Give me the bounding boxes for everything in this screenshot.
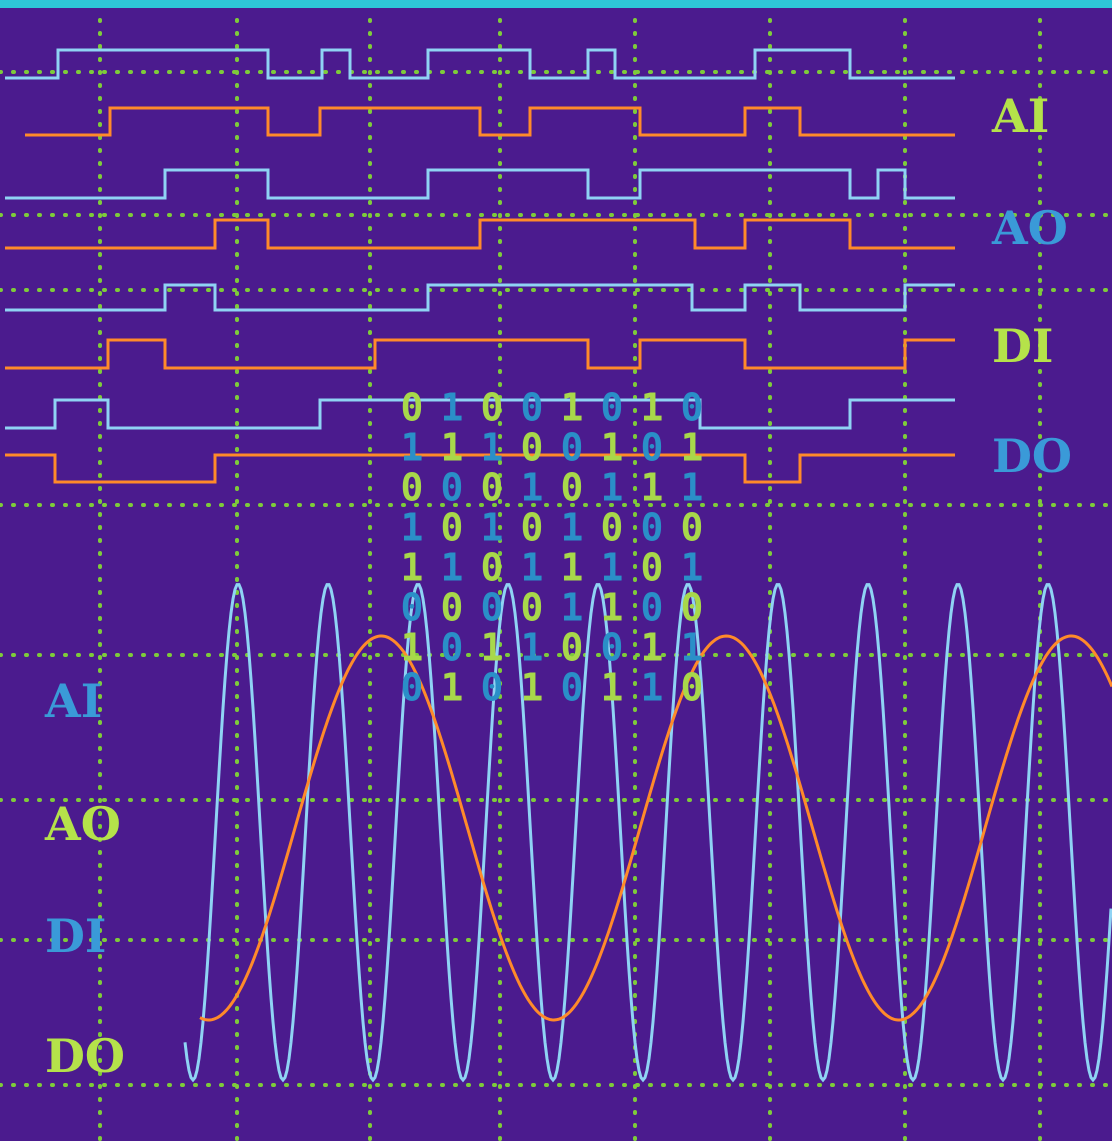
binary-digit: 1 (641, 666, 664, 710)
illustration: 0100101011100101000101111010100011011101… (0, 0, 1112, 1141)
binary-digit: 1 (641, 626, 664, 670)
binary-digit: 1 (481, 426, 504, 470)
binary-digit: 0 (681, 386, 704, 430)
binary-digit: 0 (481, 666, 504, 710)
binary-digit: 1 (601, 666, 624, 710)
binary-digit: 0 (441, 586, 464, 630)
binary-digit: 1 (401, 426, 424, 470)
binary-digit: 0 (481, 586, 504, 630)
binary-digit: 0 (401, 466, 424, 510)
top-border (0, 0, 1112, 8)
binary-digit: 1 (521, 626, 544, 670)
binary-digit: 1 (401, 546, 424, 590)
binary-digit: 0 (561, 466, 584, 510)
left-label: DO (45, 1029, 125, 1083)
left-label: AO (44, 797, 121, 851)
binary-digit: 0 (441, 466, 464, 510)
right-label: DI (992, 319, 1053, 373)
binary-digit: 0 (401, 666, 424, 710)
binary-digit: 0 (441, 626, 464, 670)
binary-digit: 0 (521, 506, 544, 550)
binary-digit: 1 (601, 546, 624, 590)
binary-digit: 1 (521, 466, 544, 510)
binary-digit: 1 (441, 666, 464, 710)
binary-digit: 0 (401, 586, 424, 630)
binary-digit: 0 (641, 426, 664, 470)
binary-digit: 1 (681, 426, 704, 470)
binary-digit: 0 (641, 546, 664, 590)
binary-digit: 0 (641, 586, 664, 630)
right-label: AI (991, 89, 1049, 143)
binary-digit: 1 (561, 586, 584, 630)
binary-digit: 0 (481, 546, 504, 590)
binary-digit: 0 (521, 586, 544, 630)
binary-digit: 0 (601, 626, 624, 670)
binary-digit: 1 (401, 506, 424, 550)
binary-digit: 1 (681, 546, 704, 590)
binary-digit: 0 (561, 426, 584, 470)
binary-digit: 0 (681, 586, 704, 630)
left-label: DI (45, 909, 106, 963)
binary-digit: 0 (561, 666, 584, 710)
binary-digit: 0 (401, 386, 424, 430)
binary-digit: 0 (441, 506, 464, 550)
binary-digit: 1 (481, 626, 504, 670)
binary-digit: 0 (521, 386, 544, 430)
binary-digit: 1 (601, 466, 624, 510)
binary-digit: 1 (521, 666, 544, 710)
binary-digit: 1 (561, 546, 584, 590)
binary-digit: 1 (441, 546, 464, 590)
right-label: DO (992, 429, 1072, 483)
binary-digit: 1 (601, 586, 624, 630)
binary-digit: 0 (481, 386, 504, 430)
binary-digit: 1 (561, 386, 584, 430)
binary-digit: 0 (601, 386, 624, 430)
binary-digit: 1 (481, 506, 504, 550)
binary-digit: 0 (681, 666, 704, 710)
binary-digit: 1 (601, 426, 624, 470)
binary-digit: 1 (561, 506, 584, 550)
binary-digit: 0 (641, 506, 664, 550)
binary-digit: 0 (561, 626, 584, 670)
binary-digit: 1 (401, 626, 424, 670)
binary-digit: 0 (601, 506, 624, 550)
binary-digit: 1 (441, 386, 464, 430)
binary-digit: 1 (681, 626, 704, 670)
binary-digit: 1 (521, 546, 544, 590)
left-label: AI (44, 674, 102, 728)
binary-digit: 1 (641, 386, 664, 430)
binary-digit: 1 (441, 426, 464, 470)
binary-digit: 1 (681, 466, 704, 510)
binary-digit: 0 (481, 466, 504, 510)
right-label: AO (991, 201, 1068, 255)
binary-digit: 0 (521, 426, 544, 470)
binary-digit: 0 (681, 506, 704, 550)
binary-digit: 1 (641, 466, 664, 510)
